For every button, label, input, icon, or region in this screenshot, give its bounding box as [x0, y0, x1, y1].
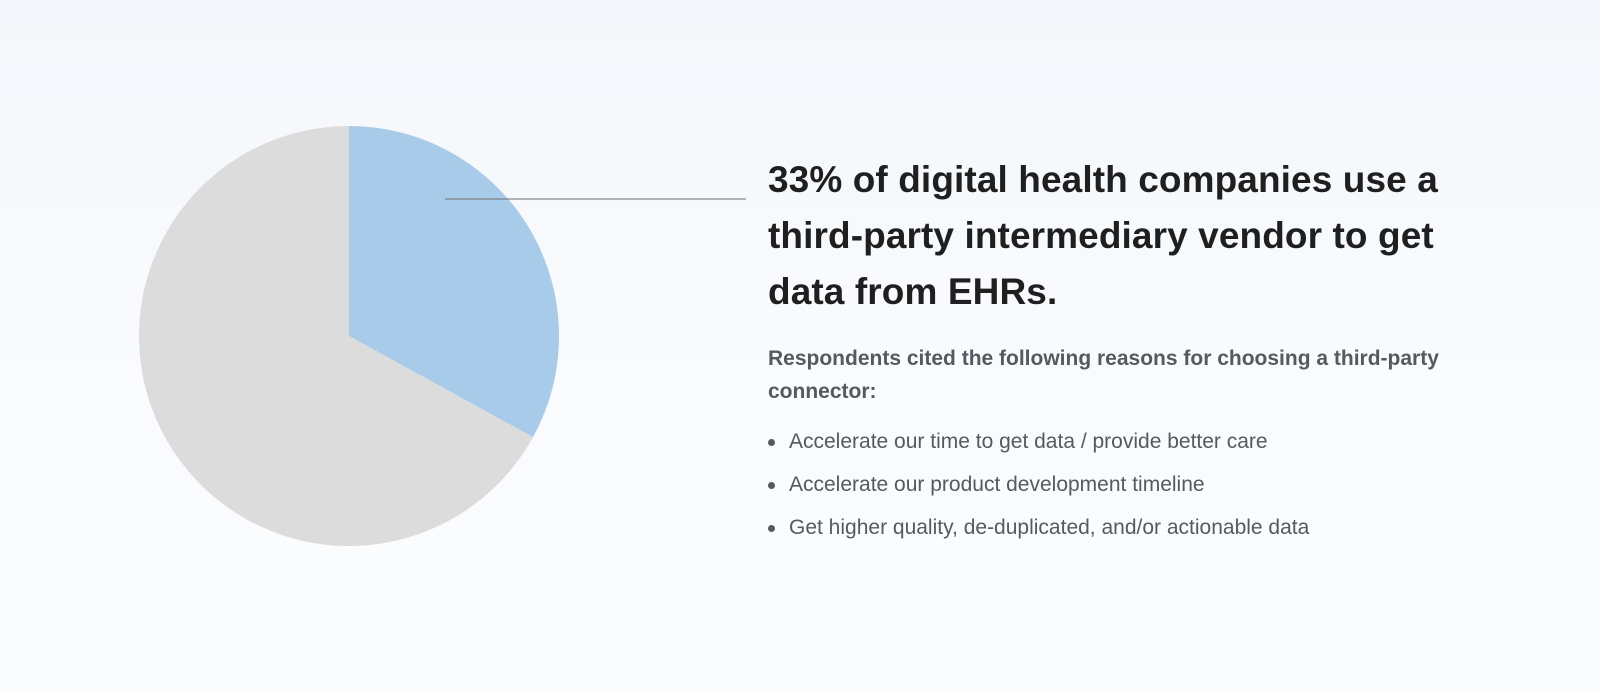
reason-item: Get higher quality, de-duplicated, and/o… — [768, 506, 1528, 549]
callout-text: 33% of digital health companies use a th… — [768, 152, 1528, 549]
pie-slice-highlight — [349, 126, 559, 438]
pie-slice-rest — [139, 125, 534, 546]
reason-item: Accelerate our product development timel… — [768, 463, 1528, 506]
headline: 33% of digital health companies use a th… — [768, 159, 1438, 312]
reasons-intro: Respondents cited the following reasons … — [768, 347, 1439, 403]
reasons-list: Accelerate our time to get data / provid… — [768, 420, 1528, 549]
reason-item: Accelerate our time to get data / provid… — [768, 420, 1528, 463]
